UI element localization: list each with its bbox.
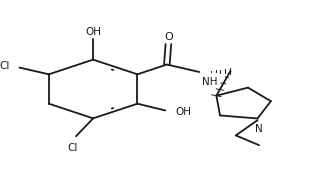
Text: OH: OH <box>176 106 191 117</box>
Text: Cl: Cl <box>0 61 9 72</box>
Text: Cl: Cl <box>68 143 78 153</box>
Text: NH: NH <box>202 77 217 87</box>
Text: N: N <box>255 124 262 134</box>
Text: O: O <box>164 32 173 42</box>
Text: OH: OH <box>85 27 101 37</box>
